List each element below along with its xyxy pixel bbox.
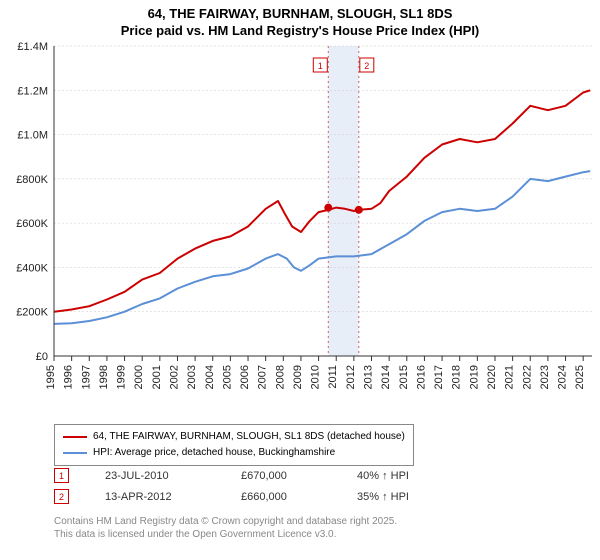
svg-text:£1.4M: £1.4M [17,42,48,53]
svg-text:2000: 2000 [133,365,145,389]
sale-date: 13-APR-2012 [105,491,205,503]
svg-text:2025: 2025 [574,365,586,389]
svg-text:2003: 2003 [186,365,198,389]
svg-text:1995: 1995 [45,365,57,389]
svg-text:1: 1 [318,61,323,71]
title-block: 64, THE FAIRWAY, BURNHAM, SLOUGH, SL1 8D… [0,0,600,40]
svg-text:2018: 2018 [451,365,463,389]
svg-text:2021: 2021 [504,365,516,389]
svg-text:2: 2 [364,61,369,71]
attribution-line-1: Contains HM Land Registry data © Crown c… [54,516,397,529]
svg-text:1997: 1997 [80,365,92,389]
svg-text:2004: 2004 [204,365,216,389]
svg-text:£800K: £800K [16,174,48,186]
sale-marker-box: 2 [54,489,69,504]
svg-text:2013: 2013 [363,365,375,389]
svg-text:2019: 2019 [468,365,480,389]
chart-svg: £0 £200K £400K £600K £800K £1.0M £1.2M £1.4M 1 2 1… [0,42,600,420]
chart-area: £0 £200K £400K £600K £800K £1.0M £1.2M £1.4M 1 2 1… [0,42,600,420]
attribution: Contains HM Land Registry data © Crown c… [54,516,397,541]
sale-marker-box: 1 [54,468,69,483]
legend-label: HPI: Average price, detached house, Buck… [93,445,335,461]
sale-price: £670,000 [241,470,321,482]
svg-text:1998: 1998 [98,365,110,389]
svg-text:2020: 2020 [486,365,498,389]
svg-text:2002: 2002 [168,365,180,389]
svg-text:2012: 2012 [345,365,357,389]
title-line-1: 64, THE FAIRWAY, BURNHAM, SLOUGH, SL1 8D… [0,6,600,23]
svg-text:1996: 1996 [63,365,75,389]
svg-text:2005: 2005 [221,365,233,389]
svg-text:2001: 2001 [151,365,163,389]
sale-date: 23-JUL-2010 [105,470,205,482]
legend-swatch [63,452,87,454]
legend-item: HPI: Average price, detached house, Buck… [63,445,405,461]
svg-text:2006: 2006 [239,365,251,389]
svg-text:£1.0M: £1.0M [17,130,48,142]
svg-text:2009: 2009 [292,365,304,389]
attribution-line-2: This data is licensed under the Open Gov… [54,529,397,542]
legend-label: 64, THE FAIRWAY, BURNHAM, SLOUGH, SL1 8D… [93,429,405,445]
svg-text:£200K: £200K [16,307,48,319]
sale-price: £660,000 [241,491,321,503]
title-line-2: Price paid vs. HM Land Registry's House … [0,23,600,40]
svg-text:1999: 1999 [116,365,128,389]
chart-container: 64, THE FAIRWAY, BURNHAM, SLOUGH, SL1 8D… [0,0,600,560]
svg-text:2024: 2024 [557,365,569,389]
table-row: 2 13-APR-2012 £660,000 35% ↑ HPI [54,489,447,504]
legend-item: 64, THE FAIRWAY, BURNHAM, SLOUGH, SL1 8D… [63,429,405,445]
svg-text:2022: 2022 [521,365,533,389]
svg-text:£1.2M: £1.2M [17,85,48,97]
svg-text:2016: 2016 [415,365,427,389]
svg-text:2014: 2014 [380,365,392,389]
svg-text:£0: £0 [36,351,48,363]
svg-text:2015: 2015 [398,365,410,389]
svg-text:£400K: £400K [16,262,48,274]
svg-text:£600K: £600K [16,218,48,230]
svg-text:2011: 2011 [327,365,339,389]
sale-hpi: 35% ↑ HPI [357,491,447,503]
legend: 64, THE FAIRWAY, BURNHAM, SLOUGH, SL1 8D… [54,424,414,466]
svg-text:2007: 2007 [257,365,269,389]
svg-text:2010: 2010 [310,365,322,389]
sale-hpi: 40% ↑ HPI [357,470,447,482]
table-row: 1 23-JUL-2010 £670,000 40% ↑ HPI [54,468,447,483]
svg-text:2017: 2017 [433,365,445,389]
svg-text:2008: 2008 [274,365,286,389]
legend-swatch [63,436,87,438]
svg-text:2023: 2023 [539,365,551,389]
sales-table: 1 23-JUL-2010 £670,000 40% ↑ HPI 2 13-AP… [54,468,447,510]
